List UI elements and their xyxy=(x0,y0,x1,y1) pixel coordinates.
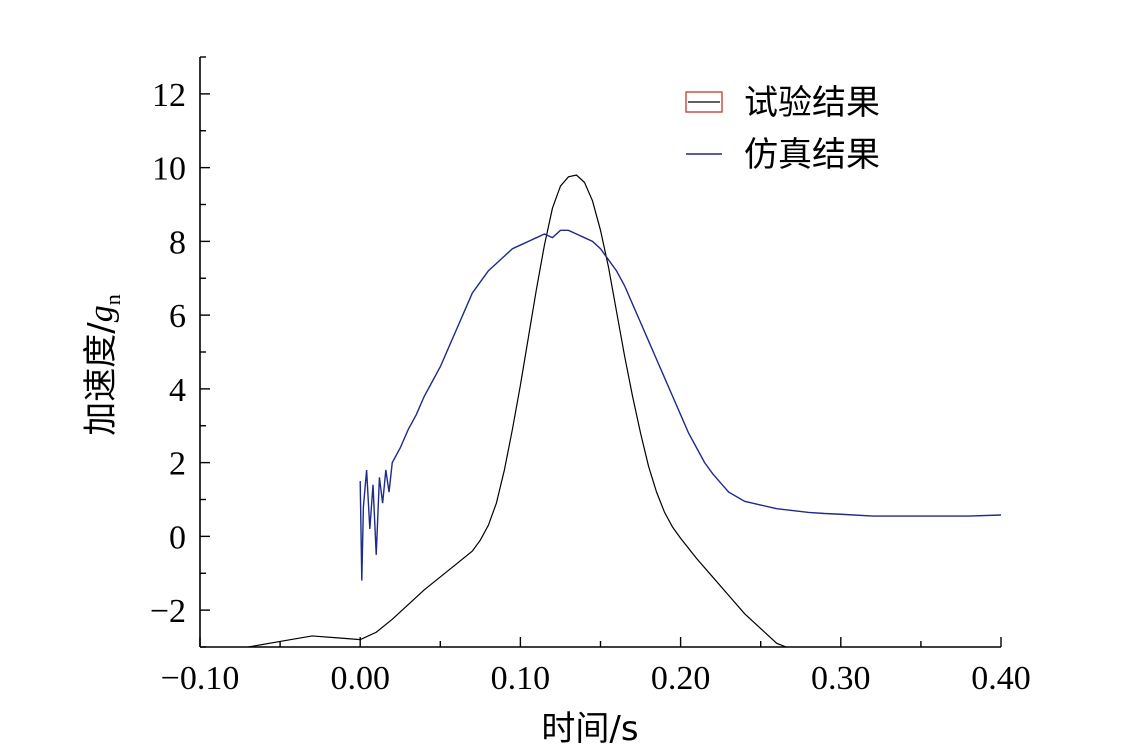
x-tick-label: 0.40 xyxy=(971,660,1031,697)
series-line-test-result xyxy=(247,174,787,647)
plot-area xyxy=(247,174,1002,647)
y-axis-title-main: 加速度/ xyxy=(81,322,121,436)
y-tick-label: −2 xyxy=(150,593,186,630)
y-axis-unit-subscript: n xyxy=(100,294,125,305)
x-tick-label: 0.10 xyxy=(491,660,551,697)
y-tick-label: 4 xyxy=(169,372,186,409)
axes xyxy=(199,57,1001,648)
y-tick-label: 10 xyxy=(152,151,186,188)
legend-label-test: 试验结果 xyxy=(744,83,880,123)
x-ticks: −0.10 0.00 0.10 0.20 0.30 0.40 xyxy=(161,637,1031,697)
legend-entry-sim: 仿真结果 xyxy=(686,135,880,175)
y-tick-label: 6 xyxy=(169,298,186,335)
x-tick-label: 0.20 xyxy=(651,660,711,697)
legend-entry-test: 试验结果 xyxy=(685,83,880,123)
y-axis-title: 加速度/gn xyxy=(81,294,125,435)
x-axis-title: 时间/s xyxy=(541,709,638,749)
x-tick-label: −0.10 xyxy=(161,660,240,697)
y-axis-unit-symbol: g xyxy=(83,305,120,322)
legend-label-sim: 仿真结果 xyxy=(744,135,880,175)
y-tick-label: 8 xyxy=(169,224,186,261)
y-tick-label: 2 xyxy=(169,446,186,483)
y-ticks: −2 0 2 4 6 8 10 12 xyxy=(150,56,210,648)
x-tick-label: 0.30 xyxy=(811,660,871,697)
y-tick-label: 0 xyxy=(169,519,186,556)
series-line-simulation-result xyxy=(359,229,1002,581)
y-tick-label: 12 xyxy=(152,77,186,114)
svg-text:加速度/gn: 加速度/gn xyxy=(81,294,125,435)
x-tick-label: 0.00 xyxy=(330,660,390,697)
legend: 试验结果 仿真结果 xyxy=(685,83,880,175)
